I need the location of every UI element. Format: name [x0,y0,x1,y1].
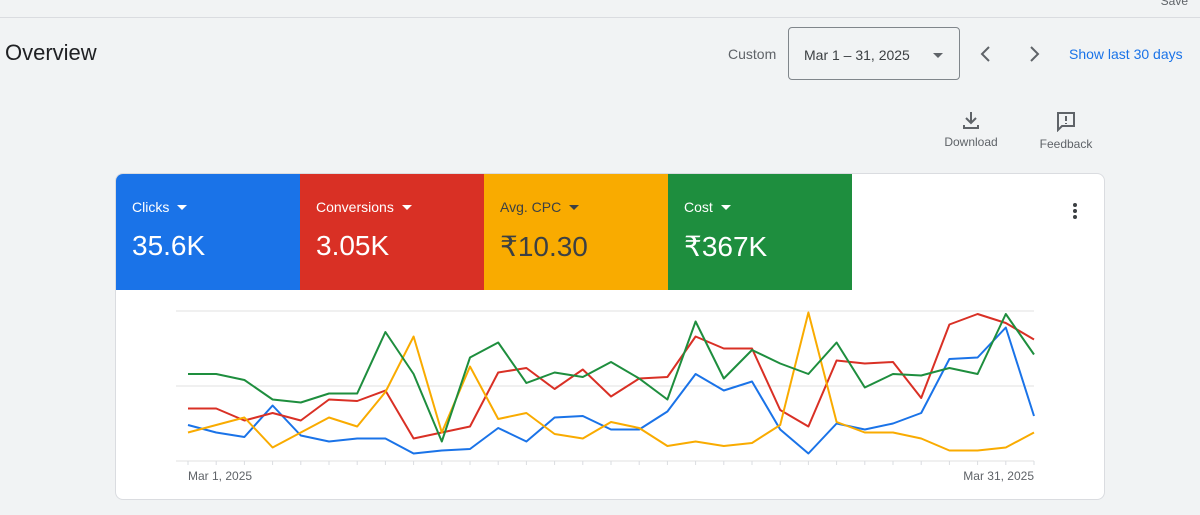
range-label: Custom [728,46,777,62]
download-label: Download [944,135,998,149]
metric-name: Cost [684,199,731,215]
download-button[interactable]: Download [936,110,1006,149]
x-tick-label: Mar 31, 2025 [963,469,1034,483]
feedback-label: Feedback [1039,137,1093,151]
metric-total: 35.6K [132,230,206,261]
divider [0,17,1200,18]
next-button[interactable] [1026,44,1042,64]
save-button[interactable]: Save [1160,0,1188,8]
date-range: Mar 1 – 31, 2025 [804,47,910,63]
page-title: Overview [5,40,97,65]
series-line [187,326,1035,455]
metric-total: 3.05K [316,230,390,261]
metric-total: ₹10.30 [500,231,588,262]
series-line [188,313,1035,440]
metric-tile[interactable]: Clicks 35.6K [116,174,300,290]
dropdown-arrow [569,205,580,215]
metric-tile[interactable]: Cost ₹367K [668,174,852,290]
download-icon [963,112,979,129]
metric-name: Clicks [132,199,188,215]
date-picker[interactable]: Mar 1 – 31, 2025 [788,27,960,80]
x-tick-label: Mar 1, 2025 [188,469,252,483]
metric-tile[interactable]: Conversions 3.05K [300,174,484,290]
feedback-button[interactable]: Feedback [1031,110,1101,151]
chart-card: Clicks 35.6K Conversions 3.05K Avg. CPC ₹10.3… [115,173,1105,500]
dropdown-arrow [401,205,412,215]
show-last-link[interactable]: Show last 30 days [1069,46,1183,62]
metric-tile[interactable]: Avg. CPC ₹10.30 [484,174,668,290]
metric-name: Avg. CPC [500,199,580,215]
dropdown-arrow [177,205,188,215]
chart: Mar 1, 2025 Mar 31, 2025 [176,310,1035,483]
metric-name: Conversions [316,199,412,215]
dropdown-arrow [933,53,943,63]
prev-button[interactable] [978,44,994,64]
series-line [188,313,1035,443]
series-line [187,311,1035,452]
feedback-icon [1057,112,1075,132]
more-menu[interactable] [1072,202,1078,220]
metric-total: ₹367K [684,231,768,262]
dropdown-arrow [720,205,731,215]
